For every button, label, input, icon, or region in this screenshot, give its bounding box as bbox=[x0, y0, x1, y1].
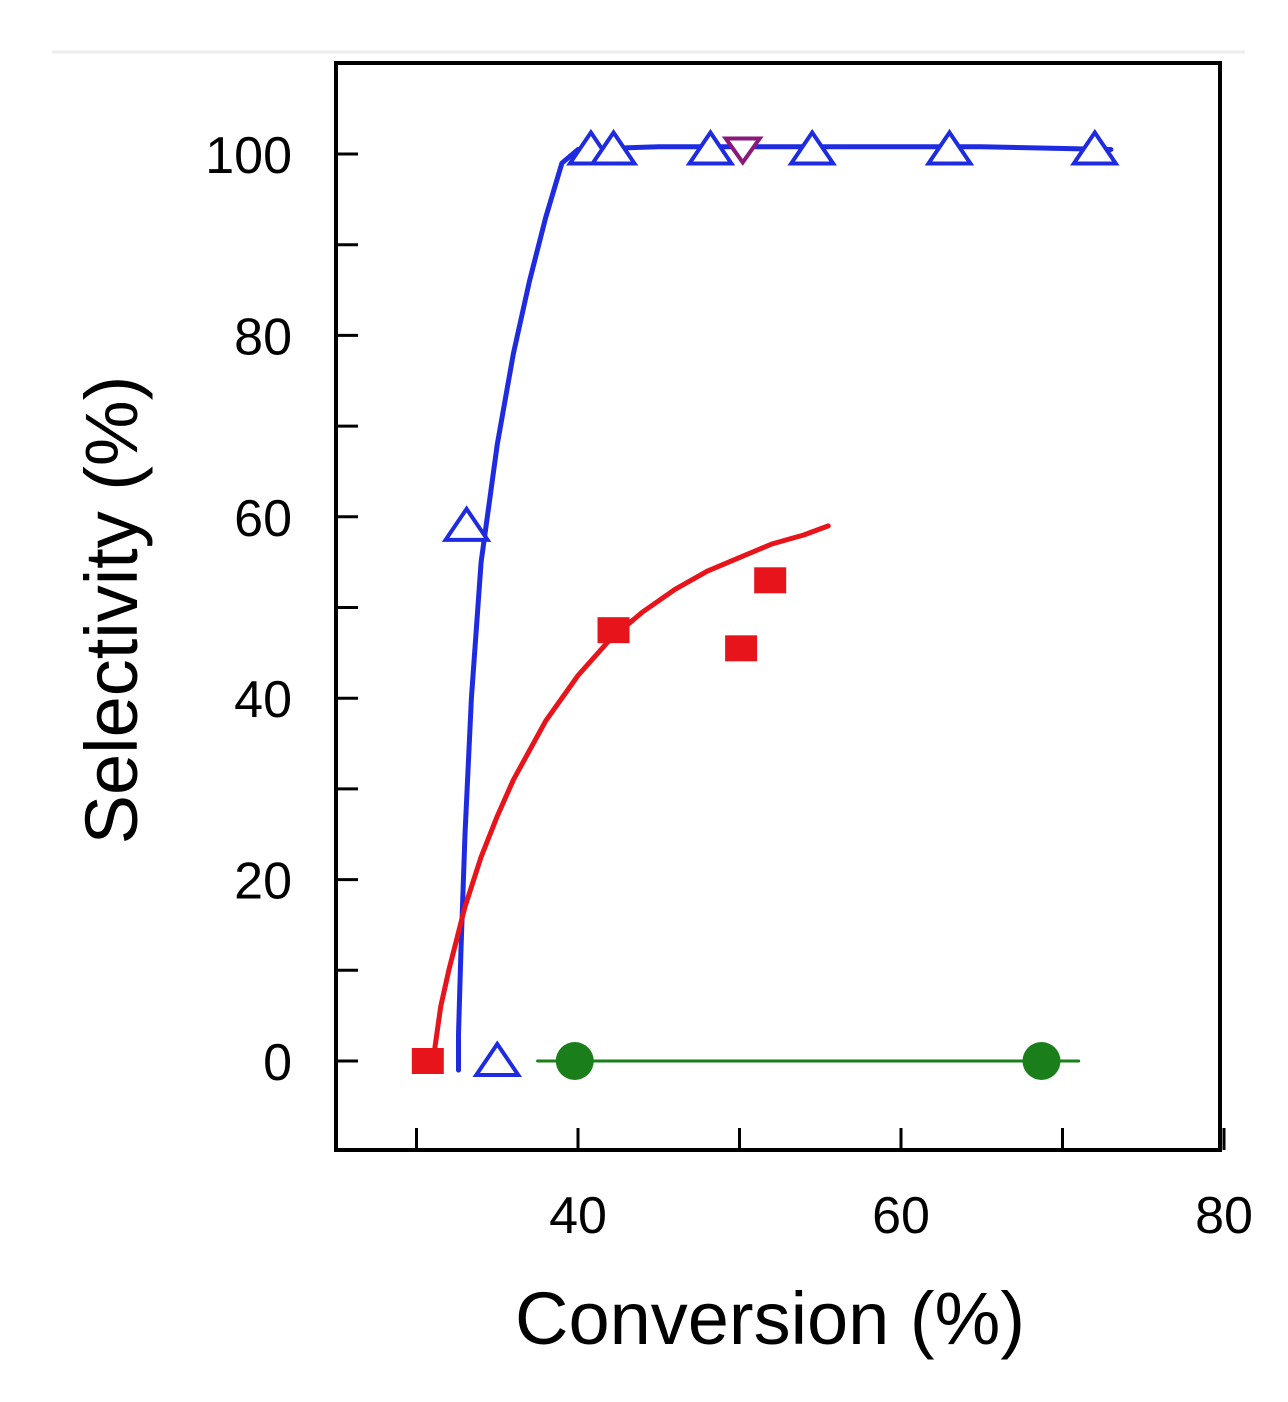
y-tick-label-60: 60 bbox=[234, 490, 292, 548]
data-point-0-7 bbox=[1070, 128, 1120, 166]
fit-curve-2 bbox=[431, 523, 831, 1055]
fit-curves bbox=[431, 144, 1114, 1073]
data-point-0-3 bbox=[588, 128, 639, 166]
y-tick-label-100: 100 bbox=[205, 127, 292, 185]
data-point-0-6 bbox=[924, 128, 975, 166]
data-point-2-1 bbox=[597, 617, 630, 644]
x-axis-title: Conversion (%) bbox=[515, 1277, 1025, 1360]
data-point-2-0 bbox=[411, 1048, 444, 1074]
y-axis-title: Selectivity (%) bbox=[70, 376, 153, 845]
y-axis: 0 20 40 60 80 100 bbox=[205, 127, 358, 1092]
data-point-0-5 bbox=[787, 128, 837, 166]
data-point-0-0 bbox=[441, 505, 492, 542]
data-point-3-1 bbox=[1022, 1042, 1061, 1080]
y-tick-label-80: 80 bbox=[234, 308, 292, 366]
y-tick-label-0: 0 bbox=[263, 1034, 292, 1092]
x-tick-label-40: 40 bbox=[549, 1187, 607, 1245]
data-point-0-4 bbox=[685, 128, 736, 166]
data-point-3-0 bbox=[555, 1042, 594, 1080]
data-point-0-1 bbox=[472, 1040, 523, 1077]
plot-frame bbox=[334, 61, 1222, 1152]
data-point-2-3 bbox=[754, 567, 787, 594]
data-point-2-2 bbox=[725, 635, 758, 662]
y-tick-label-40: 40 bbox=[234, 671, 292, 729]
x-tick-label-80: 80 bbox=[1195, 1187, 1253, 1245]
data-point-1-0 bbox=[721, 136, 764, 166]
y-tick-label-20: 20 bbox=[234, 853, 292, 911]
data-markers bbox=[411, 128, 1120, 1080]
x-axis: 40 60 80 bbox=[415, 1128, 1253, 1245]
fit-curve-0 bbox=[456, 144, 1114, 1073]
x-tick-label-60: 60 bbox=[872, 1187, 930, 1245]
